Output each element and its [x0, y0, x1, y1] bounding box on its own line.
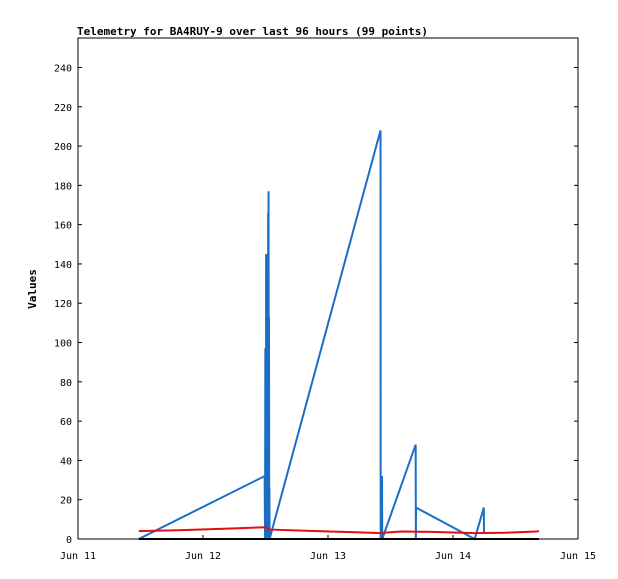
y-tick-label: 20 [60, 496, 72, 507]
x-tick-label: Jun 14 [435, 551, 471, 562]
y-tick-label: 120 [54, 299, 72, 310]
series-2-line [138, 526, 540, 535]
x-tick-label: Jun 15 [560, 551, 596, 562]
chart-title: Telemetry for BA4RUY-9 over last 96 hour… [77, 25, 428, 38]
y-tick-label: 80 [60, 378, 72, 389]
y-tick-label: 220 [54, 103, 72, 114]
y-axis-label: Values [26, 269, 39, 309]
y-tick-label: 180 [54, 181, 72, 192]
x-tick-label: Jun 13 [310, 551, 346, 562]
y-tick-label: 240 [54, 63, 72, 74]
x-tick-label: Jun 11 [60, 551, 96, 562]
y-tick-label: 140 [54, 260, 72, 271]
y-tick-label: 100 [54, 339, 72, 350]
y-tick-label: 60 [60, 417, 72, 428]
y-tick-label: 0 [66, 535, 72, 546]
plot-frame [77, 37, 579, 540]
y-tick-label: 200 [54, 142, 72, 153]
y-tick-label: 160 [54, 221, 72, 232]
plot-area: 0 20 40 60 80 100 120 140 160 180 200 220 240 Jun 11 J… [54, 37, 596, 562]
series-1-line [138, 130, 485, 541]
x-tick-label: Jun 12 [185, 551, 221, 562]
y-tick-label: 40 [60, 456, 72, 467]
